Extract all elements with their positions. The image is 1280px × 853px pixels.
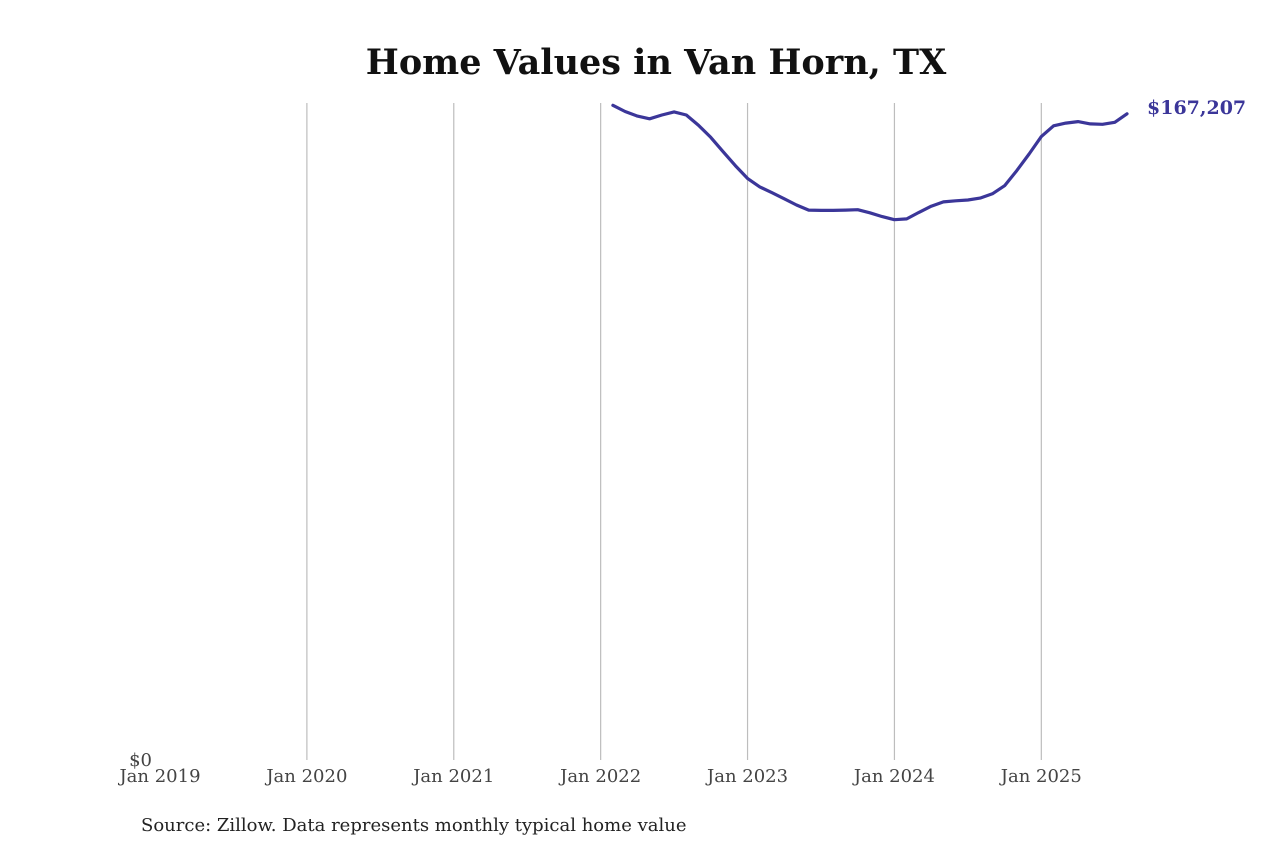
grid-lines: [306, 103, 1042, 760]
x-tick-label: Jan 2023: [705, 766, 788, 787]
x-tick-label: Jan 2024: [852, 766, 935, 787]
end-value-label: $167,207: [1147, 97, 1246, 119]
series-layer: [611, 103, 1129, 222]
source-note: Source: Zillow. Data represents monthly …: [141, 815, 687, 836]
x-tick-label: Jan 2022: [558, 766, 641, 787]
y-tick-label: $0: [129, 750, 152, 771]
x-tick-label: Jan 2021: [411, 766, 494, 787]
y-axis-ticks: $0: [129, 750, 152, 771]
series-line-0: [611, 103, 1129, 222]
x-axis-ticks: Jan 2019 Jan 2020 Jan 2021 Jan 2022 Jan 2023…: [117, 766, 1081, 787]
chart-title: Home Values in Van Horn, TX: [366, 42, 947, 83]
x-tick-label: Jan 2020: [264, 766, 347, 787]
x-tick-label: Jan 2025: [999, 766, 1082, 787]
x-tick-label: Jan 2019: [117, 766, 200, 787]
